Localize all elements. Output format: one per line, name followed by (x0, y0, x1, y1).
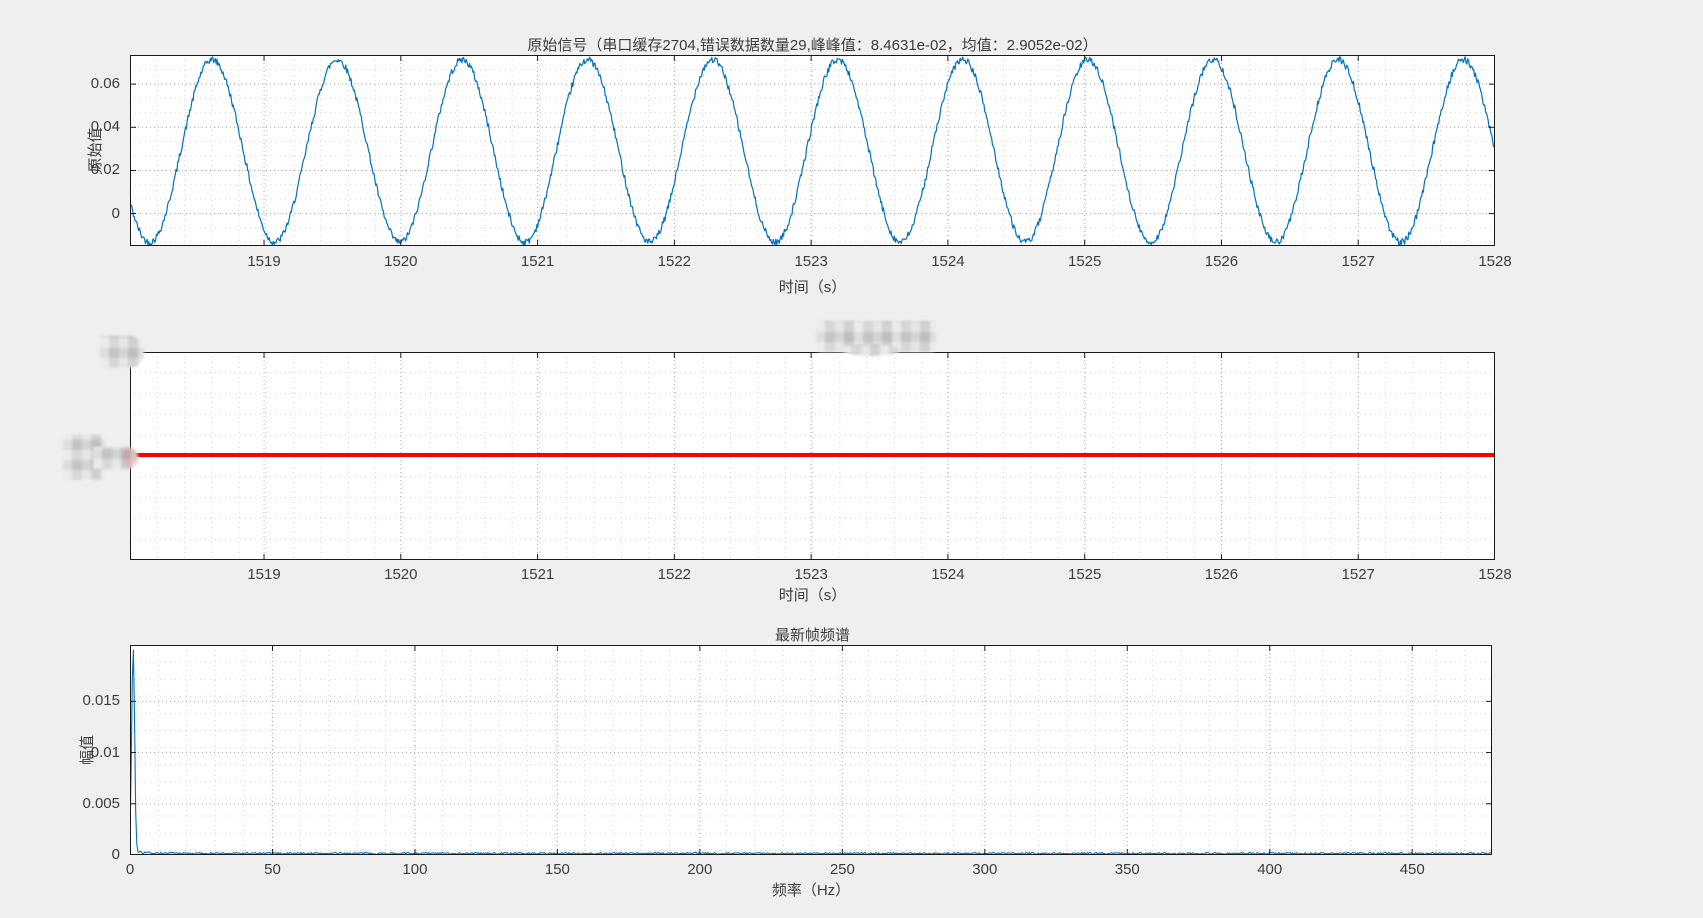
chart-title-raw-signal: 原始信号（串口缓存2704,错误数据数量29,峰峰值：8.4631e-02，均值… (527, 37, 1098, 54)
x-tick-label: 1524 (931, 253, 965, 270)
x-tick-label: 1523 (794, 253, 828, 270)
x-tick-label: 1519 (247, 253, 281, 270)
x-tick-label: 1526 (1204, 253, 1239, 270)
plot-area-constant-line (130, 352, 1495, 560)
redaction-blur-arrow-stem (93, 447, 138, 469)
x-tick-label: 1525 (1067, 253, 1102, 270)
x-tick-label: 300 (972, 861, 998, 878)
redaction-blur-middle-title (816, 321, 936, 352)
x-tick-label: 1528 (1478, 566, 1512, 583)
x-tick-label: 1526 (1204, 566, 1239, 583)
x-tick-label: 1524 (931, 566, 965, 583)
x-tick-label: 1528 (1478, 253, 1512, 270)
x-tick-label: 400 (1257, 861, 1283, 878)
redaction-blur-arrow-block (63, 435, 105, 480)
x-tick-label: 450 (1399, 861, 1425, 878)
x-tick-label: 1522 (657, 566, 692, 583)
x-tick-label: 1522 (657, 253, 692, 270)
x-tick-label: 250 (829, 861, 855, 878)
chart-title-spectrum: 最新帧频谱 (774, 627, 850, 644)
y-tick-label: 0.015 (82, 692, 120, 710)
x-tick-label: 1527 (1341, 253, 1375, 270)
x-tick-label: 1520 (384, 253, 418, 270)
x-axis-label-frequency: 频率（Hz） (771, 882, 851, 899)
y-tick-label: 0 (111, 204, 120, 222)
redaction-blur-left-top (100, 336, 144, 368)
x-tick-label: 150 (544, 861, 570, 878)
redaction-blur-arrow-tip (122, 448, 138, 467)
x-tick-label: 50 (264, 861, 281, 878)
x-axis-label-time-middle: 时间（s） (778, 587, 847, 604)
plot-area-spectrum (130, 645, 1492, 855)
x-tick-label: 1527 (1341, 566, 1375, 583)
y-tick-label: 0.005 (82, 794, 120, 812)
x-tick-label: 350 (1114, 861, 1140, 878)
y-tick-label: 0.04 (90, 118, 120, 136)
plot-area-raw-signal (130, 55, 1495, 246)
x-tick-label: 100 (402, 861, 428, 878)
redaction-blur-middle-title-bump (842, 344, 900, 356)
y-tick-label: 0.06 (90, 75, 120, 93)
x-tick-label: 0 (125, 861, 135, 878)
y-tick-label: 0.02 (90, 161, 120, 179)
redaction-blur-left-arrow (63, 435, 141, 480)
x-tick-label: 1520 (384, 566, 418, 583)
x-tick-label: 1519 (247, 566, 281, 583)
x-tick-label: 1525 (1067, 566, 1102, 583)
x-tick-label: 1521 (520, 253, 555, 270)
x-tick-label: 1523 (794, 566, 828, 583)
y-axis-label-raw-value: 原始值 (87, 127, 104, 173)
y-tick-label: 0 (111, 846, 120, 863)
x-tick-label: 200 (687, 861, 713, 878)
x-tick-label: 1521 (520, 566, 555, 583)
x-axis-label-time-top: 时间（s） (778, 279, 847, 296)
y-axis-label-amplitude: 幅值 (79, 735, 96, 766)
